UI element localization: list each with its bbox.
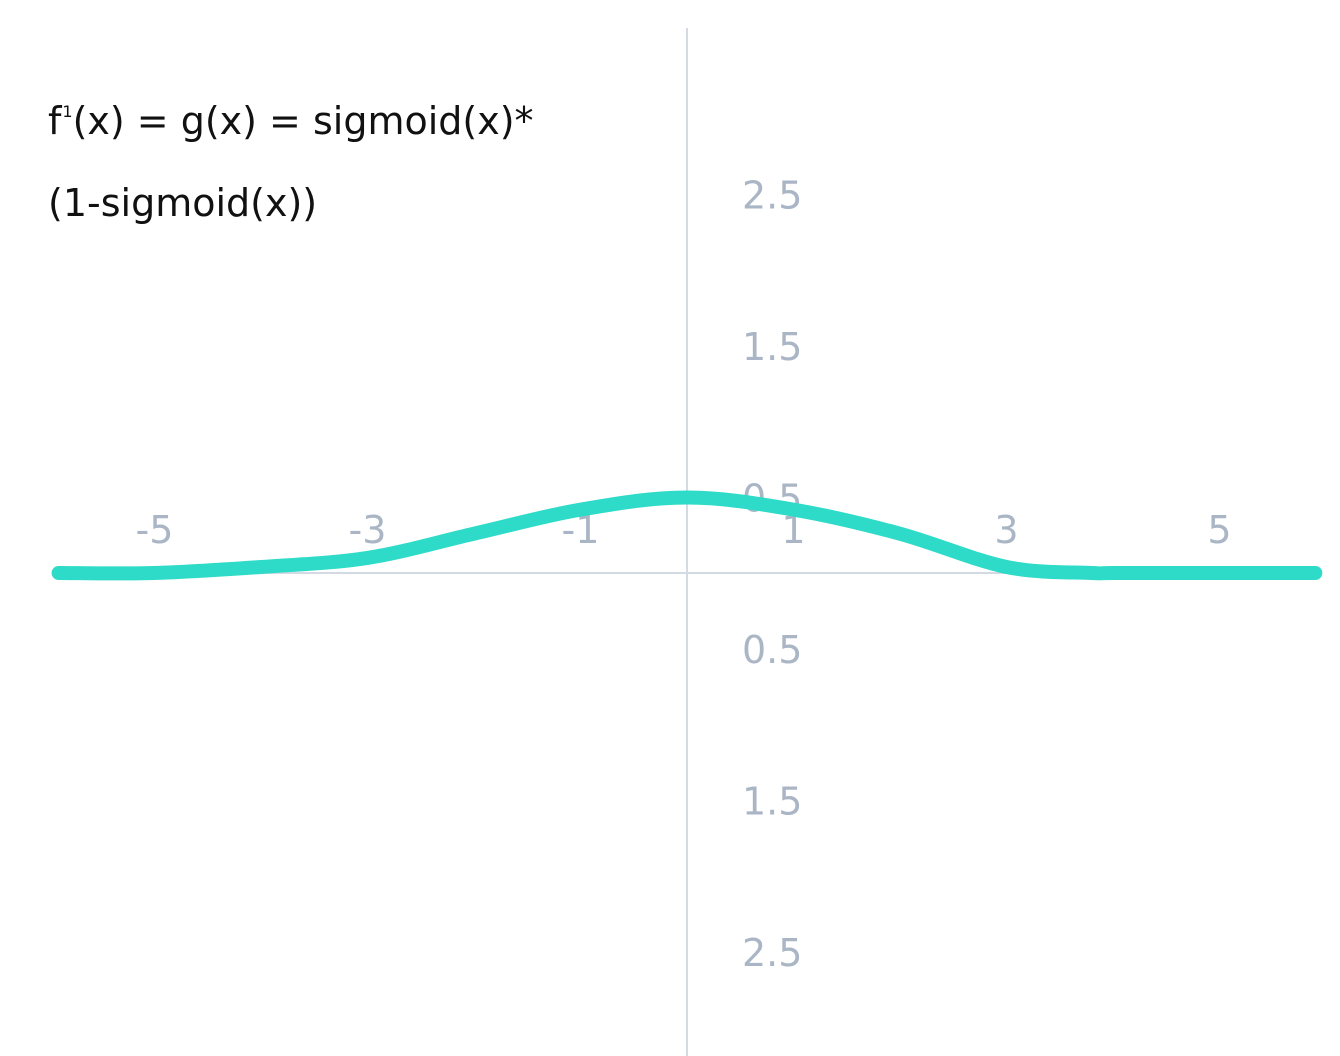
formula-line-2: (1-sigmoid(x)) (48, 181, 318, 225)
formula: f1(x) = g(x) = sigmoid(x)* (1-sigmoid(x)… (48, 84, 534, 241)
series-group (51, 490, 1323, 581)
formula-superscript: 1 (62, 102, 73, 121)
series-line (51, 490, 1323, 581)
x-tick-labels: -5 -3 -1 1 3 5 (136, 508, 1232, 552)
formula-line-1-rest: (x) = g(x) = sigmoid(x)* (72, 99, 534, 143)
y-tick-label: 2.5 (742, 931, 802, 975)
y-tick-label: 1.5 (742, 779, 802, 823)
y-tick-label: 0.5 (742, 628, 802, 672)
x-tick-label: -3 (349, 508, 387, 552)
x-tick-label: 5 (1207, 508, 1231, 552)
y-tick-label: 2.5 (742, 173, 802, 217)
x-tick-label: -5 (136, 508, 174, 552)
formula-line-1: f1(x) = g(x) = sigmoid(x)* (48, 84, 534, 166)
x-tick-label: 3 (994, 508, 1018, 552)
formula-function-name: f (48, 99, 62, 143)
y-tick-label: 1.5 (742, 325, 802, 369)
